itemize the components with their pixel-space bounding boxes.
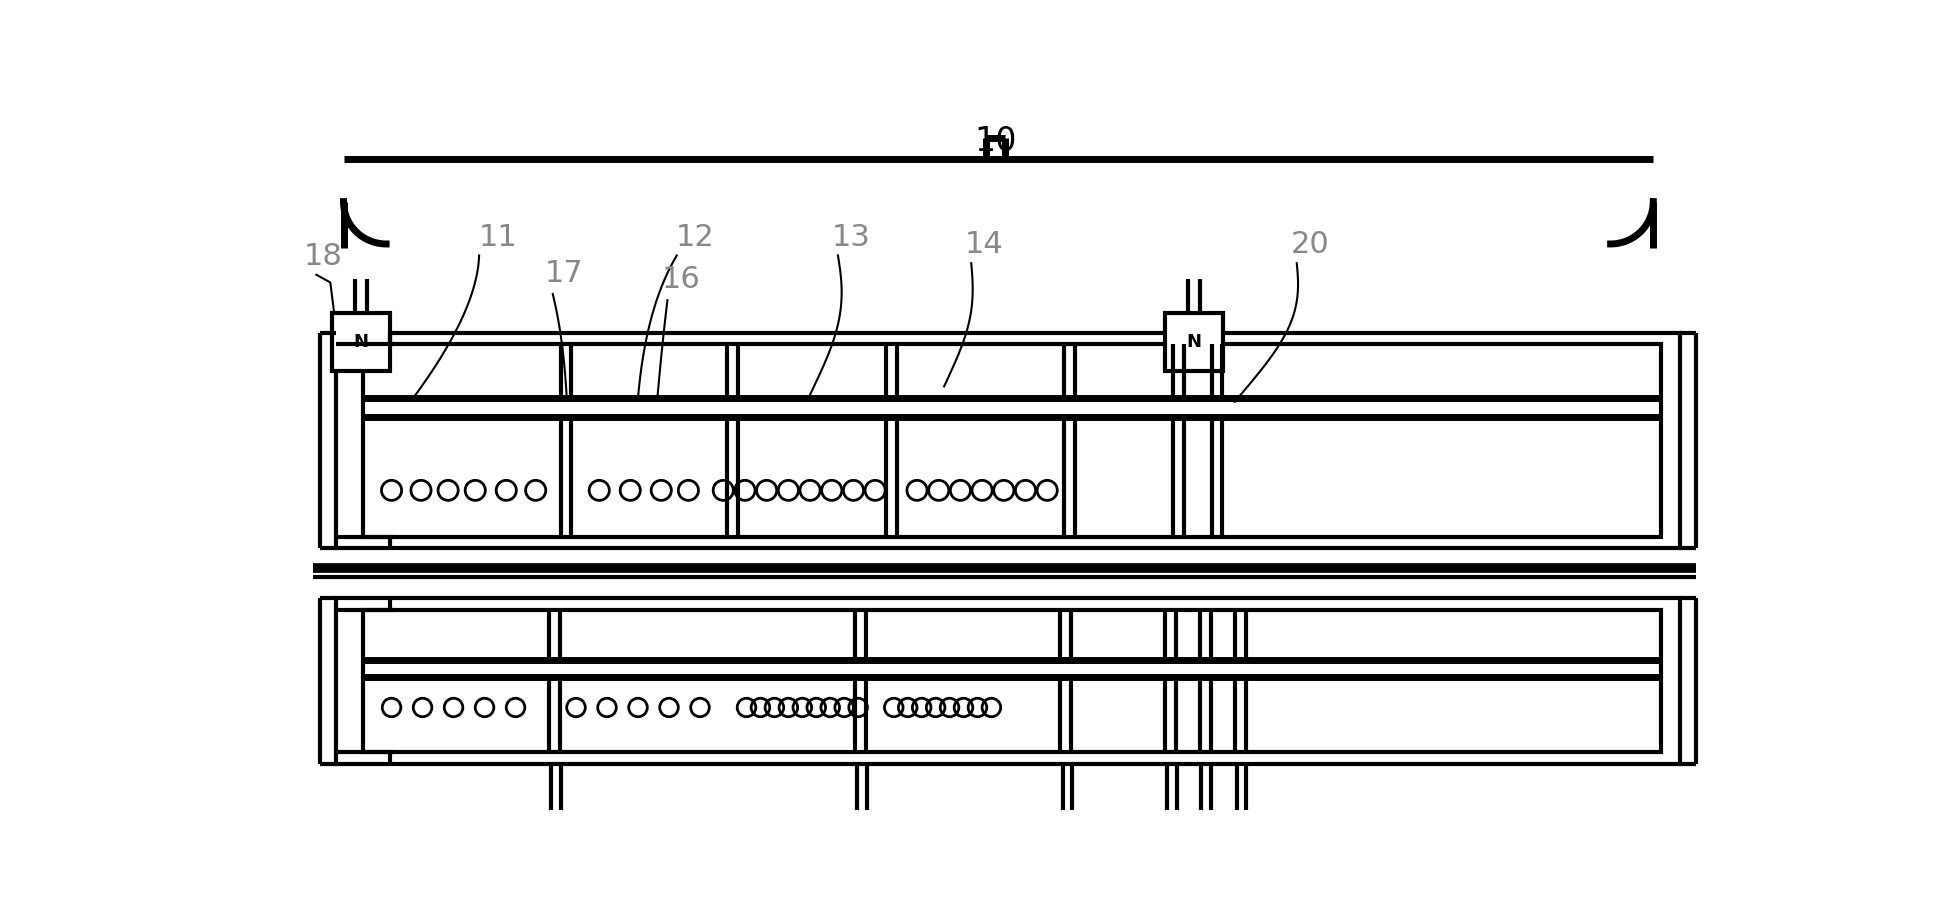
- Bar: [1165, 313, 1223, 371]
- Bar: [363, 344, 1660, 537]
- Text: 10: 10: [975, 125, 1016, 157]
- Text: 20: 20: [1291, 230, 1330, 259]
- Text: 11: 11: [480, 223, 519, 252]
- Bar: [332, 313, 390, 371]
- Text: 16: 16: [660, 265, 699, 294]
- Bar: [336, 598, 1680, 763]
- Text: N: N: [353, 333, 369, 351]
- Bar: [336, 332, 1680, 548]
- Text: 13: 13: [831, 223, 870, 252]
- Bar: [363, 610, 1660, 753]
- Text: N: N: [1187, 333, 1202, 351]
- Text: 17: 17: [546, 258, 585, 288]
- Text: 12: 12: [676, 223, 715, 252]
- Text: 18: 18: [303, 242, 342, 271]
- Text: 14: 14: [965, 230, 1004, 259]
